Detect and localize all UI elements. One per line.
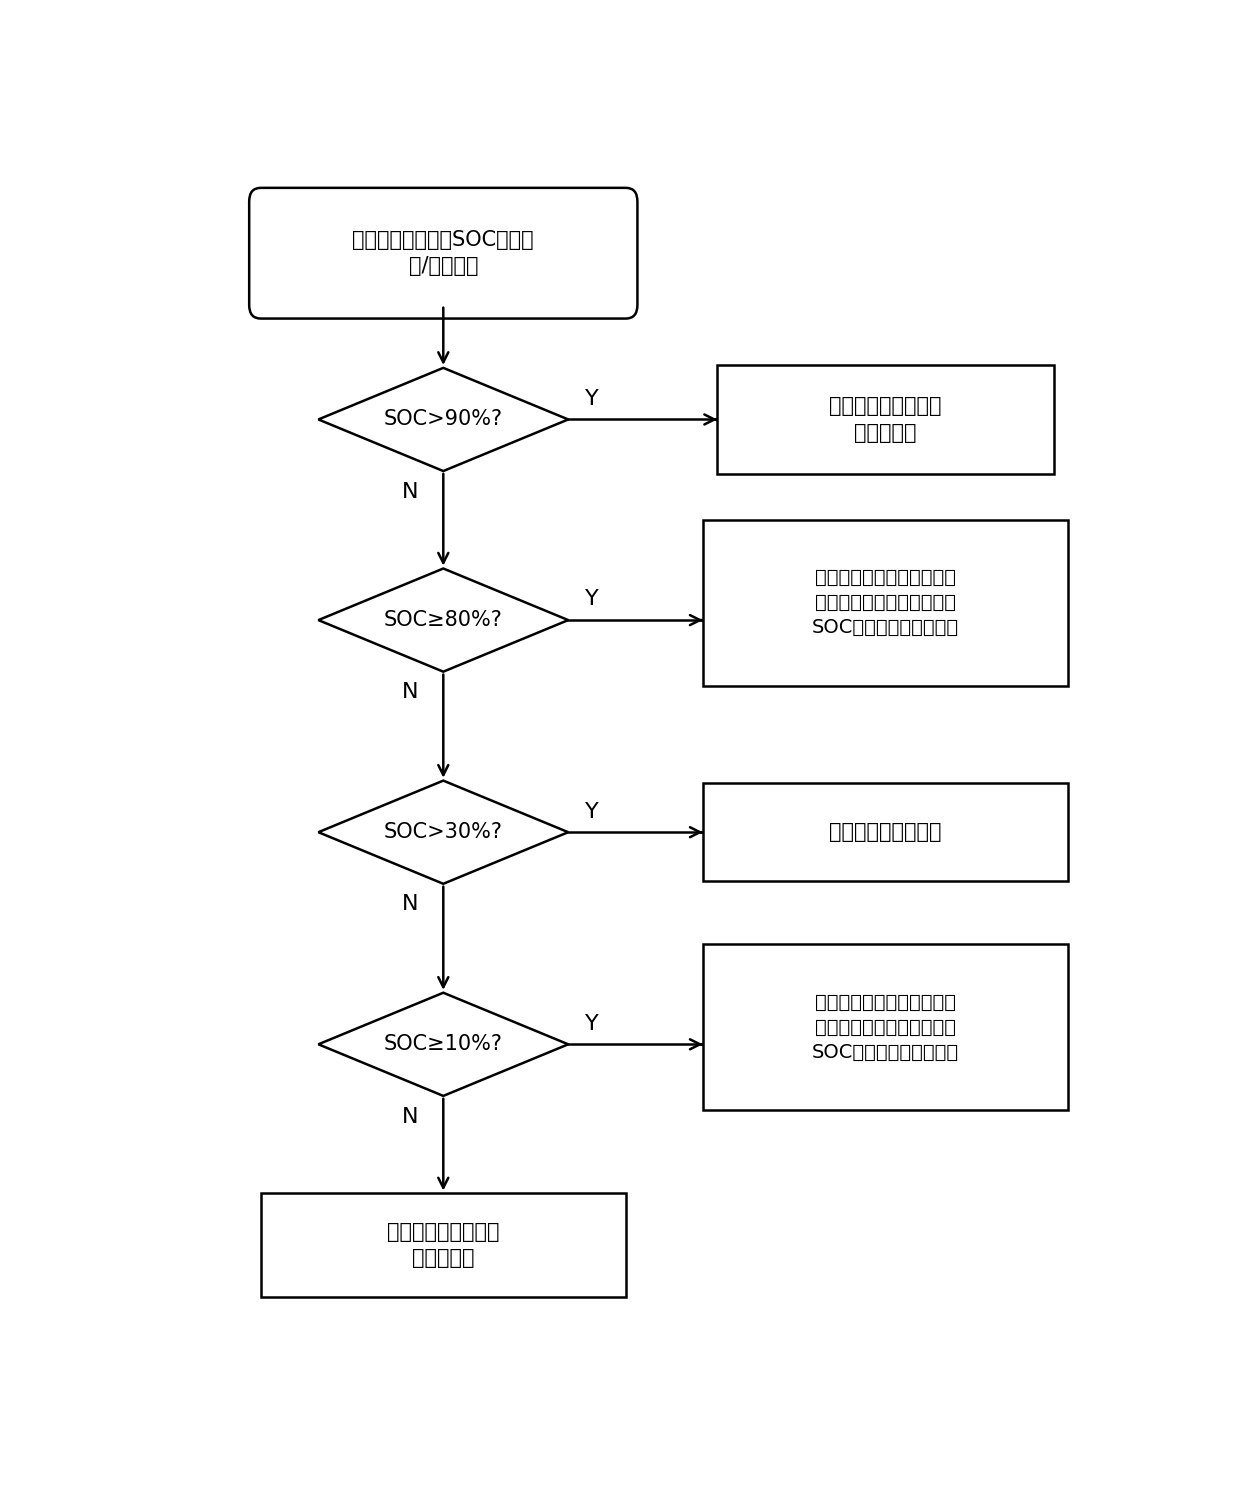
Bar xyxy=(703,944,1068,1111)
Text: N: N xyxy=(402,481,418,502)
Text: Y: Y xyxy=(585,389,599,409)
Text: Y: Y xyxy=(585,590,599,609)
Text: N: N xyxy=(402,682,418,703)
Text: Y: Y xyxy=(585,1014,599,1033)
Text: Y: Y xyxy=(585,801,599,822)
Bar xyxy=(703,783,1068,881)
Text: SOC>30%?: SOC>30%? xyxy=(384,822,502,843)
Polygon shape xyxy=(319,368,568,471)
FancyBboxPatch shape xyxy=(249,188,637,319)
Text: 电子控制单元不动作: 电子控制单元不动作 xyxy=(830,822,941,843)
Text: 电子控制单元发出限制充电
功率指令，使充电功率随着
SOC值的增大而线性减小: 电子控制单元发出限制充电 功率指令，使充电功率随着 SOC值的增大而线性减小 xyxy=(812,569,959,637)
Text: N: N xyxy=(402,1106,418,1127)
Text: N: N xyxy=(402,895,418,914)
Text: 电子控制单元发出停
止充电指令: 电子控制单元发出停 止充电指令 xyxy=(830,396,941,442)
Polygon shape xyxy=(319,569,568,672)
Text: SOC≥10%?: SOC≥10%? xyxy=(384,1035,502,1054)
Polygon shape xyxy=(319,993,568,1096)
Bar xyxy=(703,520,1068,686)
Text: 电子控制单元发出停
止放电指令: 电子控制单元发出停 止放电指令 xyxy=(387,1222,500,1269)
Text: 电子控制单元根据SOC值控制
充/放电功率: 电子控制单元根据SOC值控制 充/放电功率 xyxy=(352,229,534,277)
Text: 电子控制单元发出限制放电
功率指令，使放电功率随着
SOC值的减小而线性减小: 电子控制单元发出限制放电 功率指令，使放电功率随着 SOC值的减小而线性减小 xyxy=(812,993,959,1062)
Text: SOC>90%?: SOC>90%? xyxy=(383,409,503,429)
Text: SOC≥80%?: SOC≥80%? xyxy=(384,610,502,630)
Polygon shape xyxy=(319,780,568,884)
Bar xyxy=(260,1193,626,1297)
Bar xyxy=(717,365,1054,474)
